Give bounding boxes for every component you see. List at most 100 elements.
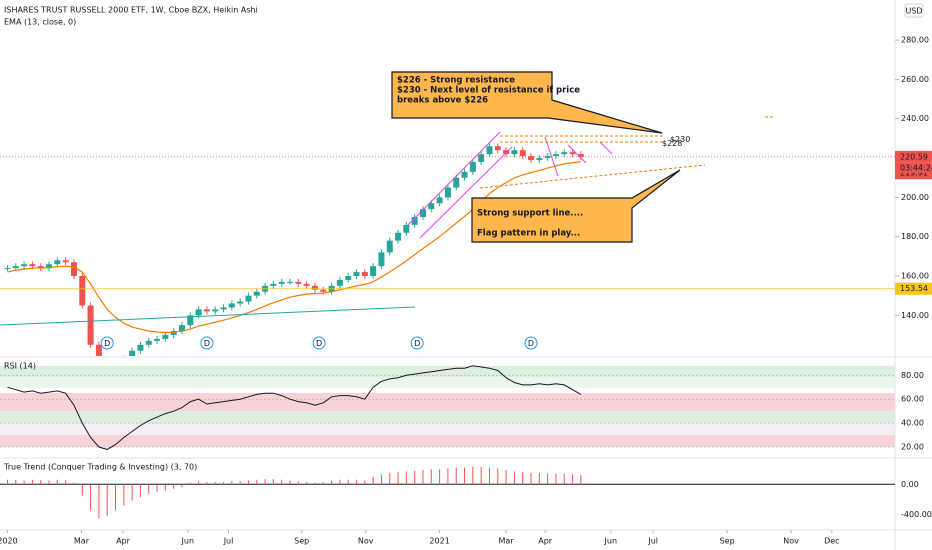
candle-body [361,272,368,276]
candle-body [178,325,185,332]
candle-body [494,146,501,151]
candle-body [162,334,169,339]
x-tick-label: Mar [74,537,90,546]
x-tick-label: Sep [720,537,735,546]
candle-body [212,309,219,312]
candle-body [461,171,468,178]
annotation-text: $226 - Strong resistance [397,76,515,86]
x-tick-label: 2021 [429,537,449,546]
x-tick-label: Nov [783,537,799,546]
countdown: 03:44:24 [900,163,932,172]
candle-body [436,197,443,204]
dividend-marker [312,336,326,350]
y-tick-label: 140.00 [901,311,929,320]
candle-body [336,279,343,286]
candle-body [95,344,102,356]
countdown-tag [895,162,932,173]
candle-body [79,275,86,306]
candle-body [170,331,177,335]
candle-body [453,177,460,188]
candle-body [87,305,94,345]
dividend-marker [524,336,538,350]
price-tag [895,150,932,163]
axes: ISHARES TRUST RUSSELL 2000 ETF, 1W, Cboe… [0,3,932,546]
candle-body [544,156,551,159]
annotation-text: breaks above $226 [397,96,488,106]
price-tag-label: 219.91 [900,169,928,178]
candle-body [469,161,476,172]
candle-body [29,264,36,267]
y-tick-label: 0.00 [901,480,919,489]
dividend-label: D [414,339,420,348]
candle-body [486,146,493,155]
candle-body [403,224,410,233]
candle-body [511,150,518,155]
y-tick-label: 20.00 [901,443,924,452]
y-tick-label: 180.00 [901,232,929,241]
candle-body [303,283,310,286]
rsi-line [7,365,582,450]
candle-body [187,315,194,326]
candle-body [287,281,294,283]
y-tick-label: 60.00 [901,395,924,404]
candle-body [245,295,252,302]
candle-body [552,154,559,157]
candle-body [536,158,543,161]
currency: USD [905,7,922,16]
candle-body [428,203,435,210]
drawings [0,116,775,326]
candle-body [145,340,152,345]
candle-body [237,301,244,304]
rsi-pane: RSI (14) [0,362,895,450]
candle-body [519,150,526,157]
candle-body [311,285,318,290]
currency-box [904,3,924,18]
candle-body [62,260,69,263]
dividend-marker [410,336,424,350]
y-tick-label: 80.00 [901,371,924,380]
candle-body [353,272,360,276]
candle-body [370,266,377,276]
y-tick-label: 40.00 [901,419,924,428]
candle-body [577,154,584,157]
pane-title: RSI (14) [4,362,36,371]
x-tick-label: Jun [604,537,618,546]
candle-body [54,260,61,265]
candle-body [203,309,210,312]
candle-body [137,344,144,351]
x-tick-label: Apr [116,537,131,546]
pane-title: True Trend (Conquer Trading & Investing)… [3,463,197,472]
x-tick-label: Jul [223,537,234,546]
x-tick-label: Jun [181,537,195,546]
y-tick-label: 260.00 [901,75,929,84]
candle-body [21,264,28,267]
candle-body [528,156,535,161]
candle-body [4,268,11,270]
x-tick-label: Apr [538,537,553,546]
level-label: $228 [662,139,682,148]
dividend-label: D [204,339,210,348]
indicator-label: EMA (13, close, 0) [4,18,76,27]
candle-body [419,209,426,218]
y-tick-label: -400.00 [901,510,932,519]
candle-body [320,289,327,292]
candle-body [569,152,576,155]
candle-body [129,350,136,356]
candle-body [345,275,352,280]
candle-body [278,281,285,284]
candle-body [411,217,418,225]
candle-body [228,303,235,308]
candle-body [12,266,19,269]
candle-body [561,152,568,155]
level-label: $230 [670,135,690,144]
x-tick-label: Nov [358,537,374,546]
dividend-label: D [316,339,322,348]
annotation-text: Flag pattern in play... [477,229,580,239]
dividend-label: D [528,339,534,348]
chart-title: ISHARES TRUST RUSSELL 2000 ETF, 1W, Cboe… [4,6,258,15]
dividend-label: D [104,339,110,348]
y-tick-label: 160.00 [901,271,929,280]
x-tick-label: Dec [824,537,839,546]
y-tick-label: 240.00 [901,114,929,123]
